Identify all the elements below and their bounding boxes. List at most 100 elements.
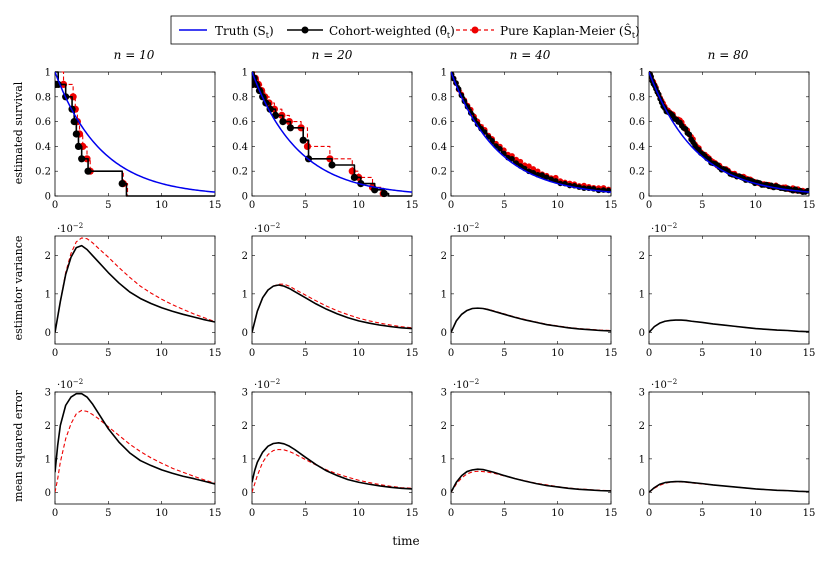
panel-variance-n-40: 0 5 10 15 0 1 2 ·10−2 [441,222,618,359]
y-tick-label: 0 [45,328,51,339]
series-group [649,480,809,493]
y-tick-label: 1 [639,68,645,79]
plot-frame [648,391,810,505]
cohort-line [55,392,215,485]
series-group [252,442,412,493]
y-tick-label: 3 [441,388,447,399]
plot-frame [54,391,216,505]
cohort-line [252,284,412,333]
cohort-point [350,173,358,181]
cohort-line [252,442,412,490]
x-tick-label: 0 [646,200,652,211]
x-tick-label: 0 [249,348,255,359]
km-line [55,237,215,333]
panel-survival-n-10: 0 5 10 15 0 0.2 0.4 0.6 0.8 1 [35,68,221,212]
legend: Truth (St) Cohort-weighted (θ̂t) Pure Ka… [170,15,640,45]
y-tick-label: 0.6 [232,117,248,128]
y-tick-label: 1 [242,454,248,465]
panel-variance-n-80: 0 5 10 15 0 1 2 ·10−2 [639,222,816,359]
y-tick-label: 1 [45,289,51,300]
x-tick-label: 0 [52,508,58,519]
y-tick-label: 0 [242,328,248,339]
y-tick-label: 0.6 [629,117,645,128]
cohort-point [328,161,336,169]
y-scale-note: ·10−2 [453,222,479,235]
panel-mse-n-80: 0 5 10 15 0 1 2 3 ·10−2 [639,378,816,519]
x-tick-label: 10 [551,348,564,359]
y-tick-label: 2 [639,251,645,262]
x-tick-label: 15 [605,508,618,519]
km-line [252,448,412,493]
x-tick-label: 15 [209,508,222,519]
y-scale-note: ·10−2 [651,222,677,235]
cohort-point [509,155,515,162]
km-line [451,470,611,493]
cohort-point [543,174,550,180]
x-tick-label: 5 [302,200,308,211]
y-tick-label: 0.6 [431,117,447,128]
cohort-point [686,131,693,138]
y-tick-label: 1 [441,68,447,79]
series-group [451,71,611,194]
y-tick-label: 1 [45,454,51,465]
km-line [55,409,215,493]
series-group [649,70,809,195]
svg-text:Pure Kaplan-Meier (Ŝt): Pure Kaplan-Meier (Ŝt) [500,22,640,40]
cohort-point [72,130,80,138]
x-tick-label: 5 [302,348,308,359]
y-tick-label: 1 [441,289,447,300]
y-tick-label: 0.8 [431,92,447,103]
x-tick-label: 15 [406,200,419,211]
y-scale-note: ·10−2 [57,378,83,391]
x-tick-label: 15 [605,348,618,359]
y-tick-label: 1 [242,289,248,300]
cohort-line [451,468,611,493]
series-group [451,468,611,493]
cohort-point [70,118,78,126]
x-tick-label: 10 [551,508,564,519]
km-line [252,283,412,333]
x-tick-label: 10 [352,508,365,519]
x-tick-label: 10 [551,200,564,211]
plot-frame [450,391,612,505]
y-tick-label: 1 [639,454,645,465]
x-tick-label: 5 [699,200,705,211]
y-tick-label: 0 [45,192,51,203]
panel-variance-n-20: 0 5 10 15 0 1 2 ·10−2 [242,222,419,359]
col-title-n40: n = 40 [510,48,551,62]
km-line [252,71,412,197]
panel-survival-n-20: 0 5 10 15 0 0.2 0.4 0.6 0.8 1 [232,68,418,212]
cohort-point [539,172,545,178]
cohort-point [682,125,689,132]
cohort-line [649,319,809,333]
y-tick-label: 2 [45,421,51,432]
legend-item-truth: Truth (St) [179,24,274,40]
x-tick-label: 0 [52,200,58,211]
x-tick-label: 0 [52,348,58,359]
x-tick-label: 5 [501,200,507,211]
truth-line [252,71,412,193]
y-tick-label: 0 [441,328,447,339]
svg-text:Truth (St): Truth (St) [215,24,274,40]
y-scale-note: ·10−2 [254,378,280,391]
y-tick-label: 1 [639,289,645,300]
panel-survival-n-80: 0 5 10 15 0 0.2 0.4 0.6 0.8 1 [629,68,815,212]
y-tick-label: 2 [639,421,645,432]
x-tick-label: 5 [105,200,111,211]
x-tick-label: 5 [699,508,705,519]
truth-line [649,71,809,193]
col-title-n10: n = 10 [114,48,155,62]
series-group [55,392,215,493]
cohort-point [118,180,126,188]
plot-frame [648,71,810,197]
x-tick-label: 10 [155,200,168,211]
plot-frame [450,235,612,345]
plot-frame [648,235,810,345]
y-tick-label: 0.2 [232,167,248,178]
cohort-point [279,118,287,126]
x-tick-label: 0 [646,508,652,519]
svg-text:Cohort-weighted (θ̂t): Cohort-weighted (θ̂t) [329,24,455,40]
cohort-point [74,142,83,150]
